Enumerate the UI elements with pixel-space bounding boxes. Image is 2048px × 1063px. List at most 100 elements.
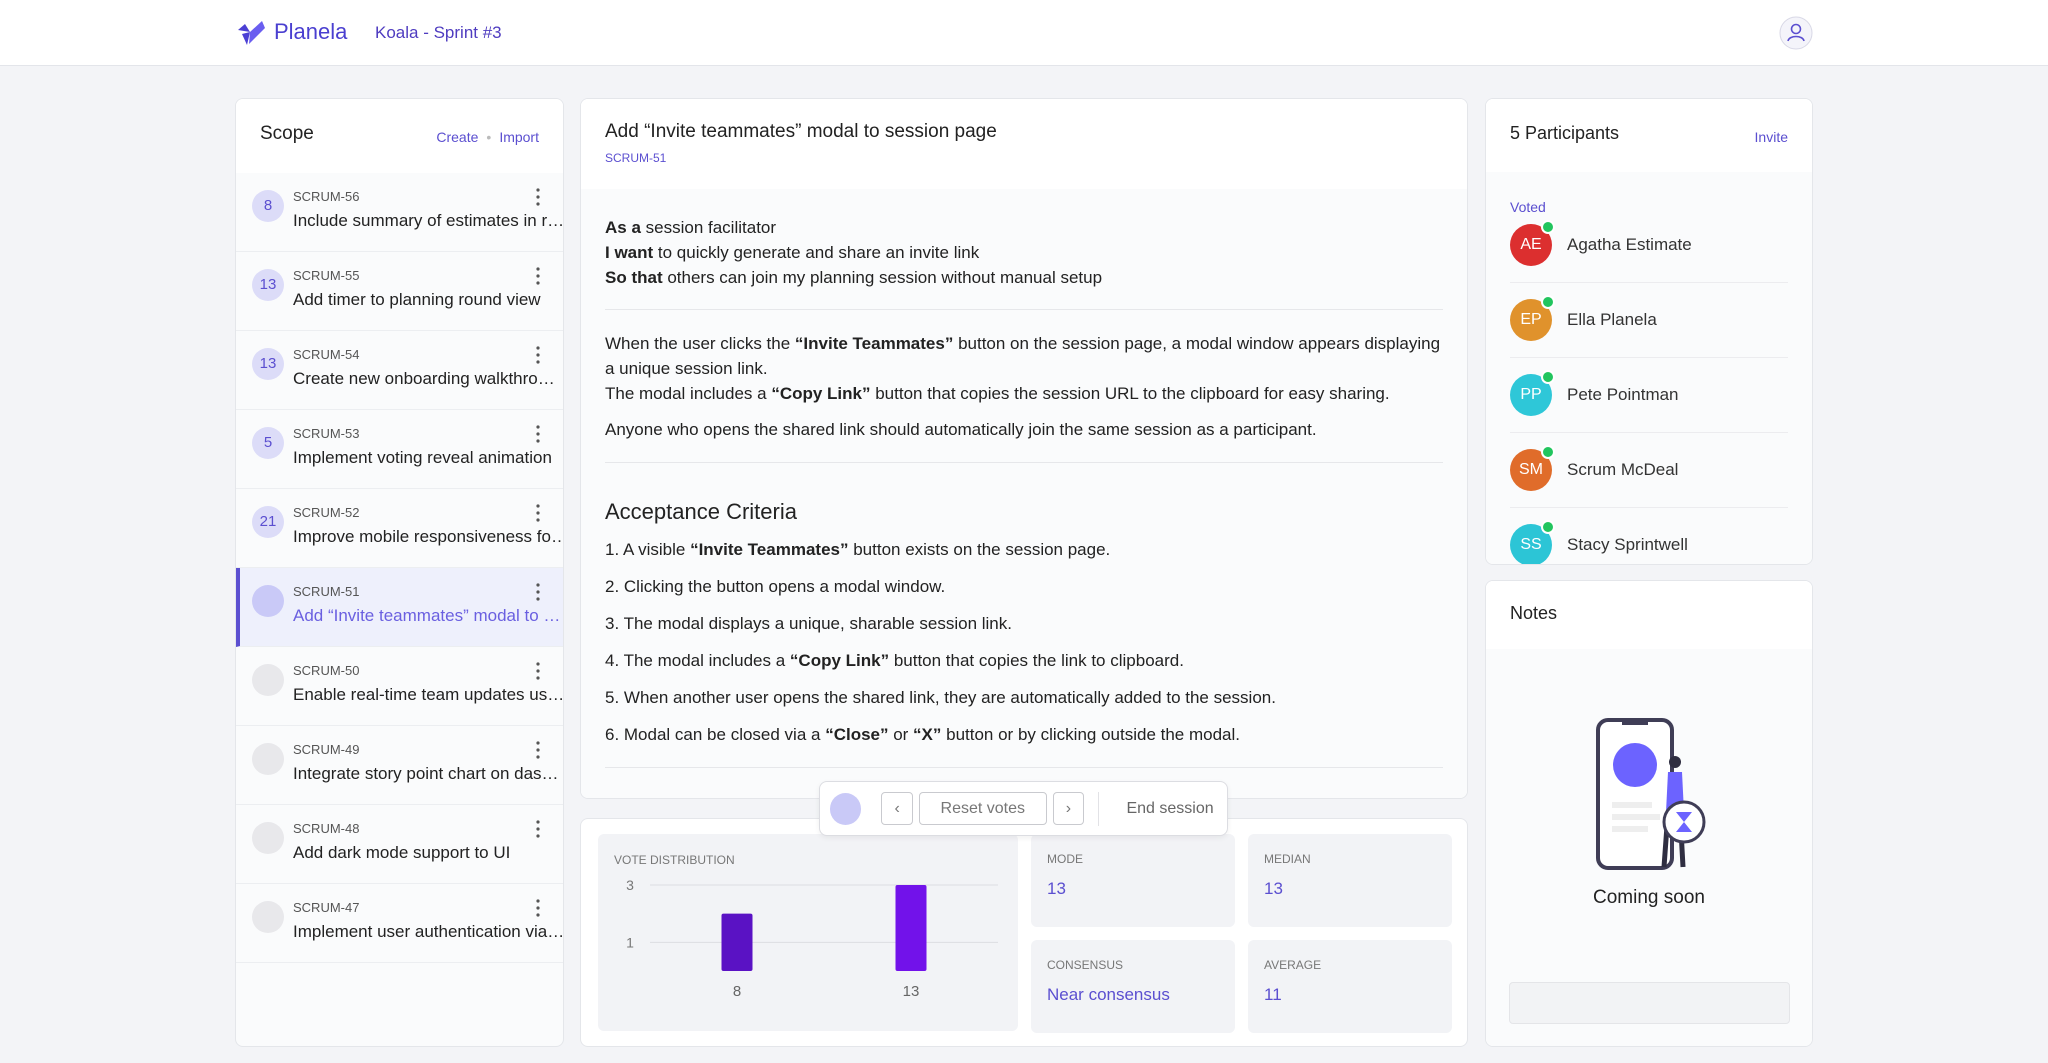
text-segment: or: [888, 725, 914, 744]
item-menu[interactable]: [535, 898, 541, 918]
scope-item[interactable]: SCRUM-50 Enable real-time team updates us…: [236, 647, 563, 726]
scope-action[interactable]: Create: [436, 129, 479, 145]
menu-dot: [536, 195, 540, 199]
menu-dot: [536, 827, 540, 831]
item-menu[interactable]: [535, 345, 541, 365]
x-tick-label: 13: [903, 983, 920, 1000]
session-name: Koala - Sprint #3: [375, 23, 502, 42]
text-segment: button or by clicking outside the modal.: [941, 725, 1241, 744]
item-menu[interactable]: [535, 266, 541, 286]
points-badge: [252, 585, 284, 617]
scope-item[interactable]: 21 SCRUM-52 Improve mobile responsiveness …: [236, 489, 563, 568]
divider: [1098, 791, 1100, 826]
item-menu[interactable]: [535, 740, 541, 760]
bar: [721, 913, 753, 971]
scope-item[interactable]: SCRUM-47 Implement user authentication vi…: [236, 884, 563, 963]
menu-dot: [536, 676, 540, 680]
criteria-item: 6. Modal can be closed via a “Close” or …: [605, 716, 1443, 753]
item-title: Integrate story point chart on das…: [293, 764, 559, 783]
text-segment: When the user clicks the: [605, 334, 795, 353]
vote-controls: ‹ Reset votes › End session: [819, 781, 1228, 836]
points-badge: 13: [252, 348, 284, 380]
stat-value: 13: [1047, 879, 1066, 898]
menu-dot: [536, 583, 540, 587]
criteria-item: 4. The modal includes a “Copy Link” butt…: [605, 642, 1443, 679]
menu-dot: [536, 432, 540, 436]
item-menu[interactable]: [535, 819, 541, 839]
item-title: Create new onboarding walkthro…: [293, 369, 555, 388]
notes-input[interactable]: [1509, 982, 1790, 1024]
reset-button[interactable]: Reset votes: [918, 792, 1047, 825]
item-menu[interactable]: [535, 424, 541, 444]
prev-button[interactable]: ‹: [881, 792, 913, 825]
menu-dot: [536, 741, 540, 745]
criteria-item: 2. Clicking the button opens a modal win…: [605, 568, 1443, 605]
description-line: The modal includes a “Copy Link” button …: [605, 381, 1443, 406]
notes-status: Coming soon: [1593, 887, 1705, 908]
participant-name: Pete Pointman: [1567, 385, 1679, 404]
story-key: SCRUM-51: [605, 151, 667, 165]
logo-icon: [238, 21, 265, 45]
next-button[interactable]: ›: [1052, 792, 1085, 825]
stat-value: 13: [1264, 879, 1283, 898]
item-key: SCRUM-52: [293, 505, 360, 520]
points-badge: [252, 822, 284, 854]
text-segment: “Invite Teammates”: [690, 540, 849, 559]
end-button[interactable]: End session: [1113, 792, 1228, 825]
participants-panel: 5 Participants Invite Voted AE Agatha Est…: [1485, 98, 1813, 565]
scope-item[interactable]: SCRUM-48 Add dark mode support to UI: [236, 805, 563, 884]
online-dot: [1541, 295, 1555, 309]
online-dot: [1541, 370, 1555, 384]
stat-label: MODE: [1047, 852, 1083, 866]
y-tick-label: 1: [626, 934, 634, 950]
stat-box: AVERAGE 11: [1248, 940, 1452, 1033]
criteria-item: 3. The modal displays a unique, sharable…: [605, 605, 1443, 642]
scope-item[interactable]: 13 SCRUM-54 Create new onboarding walkthro…: [236, 331, 563, 410]
points-badge: [252, 664, 284, 696]
participant: EP Ella Planela: [1510, 283, 1788, 358]
brand[interactable]: Planela: [274, 19, 348, 44]
participant: AE Agatha Estimate: [1510, 208, 1788, 283]
item-menu[interactable]: [535, 503, 541, 523]
user-story-line: As a session facilitator: [605, 215, 1443, 240]
invite-link[interactable]: Invite: [1754, 129, 1788, 145]
stat-label: AVERAGE: [1264, 958, 1322, 972]
participants-title: 5 Participants: [1510, 123, 1620, 143]
user-story-line: So that others can join my planning sess…: [605, 265, 1443, 290]
menu-dot: [536, 669, 540, 673]
item-title: Add dark mode support to UI: [293, 843, 511, 862]
notes-body: Coming soon: [1486, 649, 1812, 1046]
scope-item[interactable]: 8 SCRUM-56 Include summary of estimates in…: [236, 173, 563, 252]
stat-box: MEDIAN 13: [1248, 834, 1452, 927]
notes-header: Notes: [1486, 581, 1812, 649]
menu-dot: [536, 597, 540, 601]
participant-name: Agatha Estimate: [1567, 235, 1692, 254]
stat-box: CONSENSUS Near consensus: [1031, 940, 1235, 1033]
points-badge: 5: [252, 427, 284, 459]
text-segment: As a: [605, 218, 641, 237]
text-segment: “Copy Link”: [771, 384, 871, 403]
scope-item[interactable]: 5 SCRUM-53 Implement voting reveal animati…: [236, 410, 563, 489]
participant-name: Ella Planela: [1567, 310, 1657, 329]
text-segment: button on the session page, a modal wind…: [605, 334, 1445, 378]
item-menu[interactable]: [535, 187, 541, 207]
separator: [605, 462, 1443, 463]
text-segment: 3. The modal displays a unique, sharable…: [605, 614, 1012, 633]
stat-box: MODE 13: [1031, 834, 1235, 927]
scope-item[interactable]: SCRUM-51 Add “Invite teammates” modal to …: [236, 568, 563, 647]
participant-name: Scrum McDeal: [1567, 460, 1679, 479]
item-key: SCRUM-48: [293, 821, 360, 836]
scope-item[interactable]: SCRUM-49 Integrate story point chart on d…: [236, 726, 563, 805]
item-key: SCRUM-56: [293, 189, 360, 204]
story-body: As a session facilitator I want to quickl…: [581, 189, 1467, 798]
x-tick-label: 8: [733, 983, 741, 1000]
participants-header: 5 Participants Invite: [1486, 99, 1812, 172]
scope-action[interactable]: Import: [499, 129, 539, 145]
scope-item[interactable]: 13 SCRUM-55 Add timer to planning round vi…: [236, 252, 563, 331]
item-key: SCRUM-50: [293, 663, 360, 678]
user-story-line: I want to quickly generate and share an …: [605, 240, 1443, 265]
story-panel: Add “Invite teammates” modal to session …: [580, 98, 1468, 799]
item-menu[interactable]: [535, 582, 541, 602]
item-menu[interactable]: [535, 661, 541, 681]
user-menu[interactable]: [1779, 16, 1813, 50]
